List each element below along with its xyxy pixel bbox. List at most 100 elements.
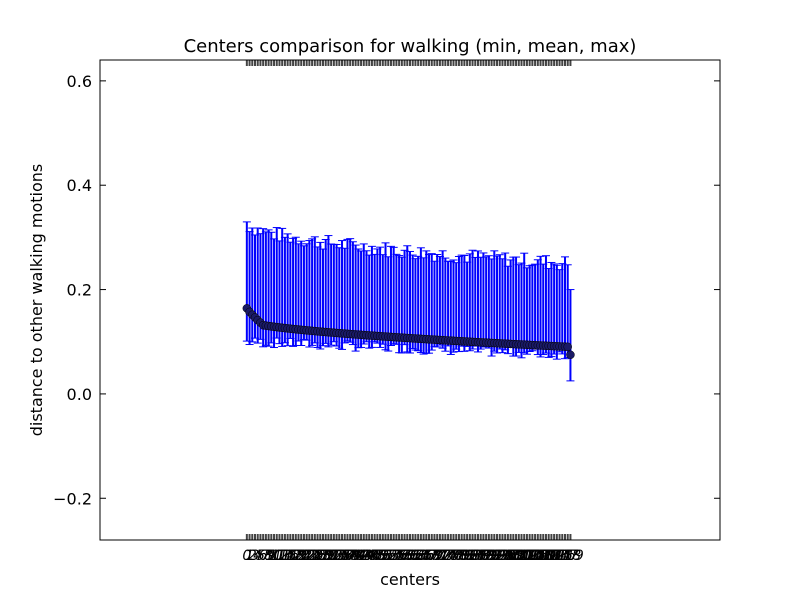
x-tick-label: 97 [502, 548, 520, 564]
x-tick-label: 115 [546, 548, 573, 564]
x-tick-label: 100 [505, 548, 532, 564]
x-tick-label: 119 [557, 548, 584, 564]
x-tick-label: 84 [466, 548, 484, 564]
data-marks [242, 221, 575, 382]
chart-title: Centers comparison for walking (min, mea… [184, 36, 637, 57]
x-tick-label: 63 [409, 548, 427, 564]
x-tick-label: 45 [360, 548, 378, 564]
x-tick-label: 10 [265, 548, 283, 564]
x-tick-label: 81 [458, 548, 476, 564]
x-tick-label: 26 [309, 548, 327, 564]
x-tick-label: 85 [469, 548, 487, 564]
x-tick-label: 49 [371, 548, 389, 564]
x-tick-label: 54 [385, 548, 403, 564]
x-tick-label: 74 [439, 548, 457, 564]
x-tick-label: 104 [516, 548, 543, 564]
x-tick-label: 107 [524, 548, 551, 564]
x-tick-label: 71 [431, 548, 449, 564]
x-tick-label: 60 [401, 548, 419, 564]
x-tick-label: 44 [358, 548, 376, 564]
x-tick-label: 33 [328, 548, 346, 564]
x-tick-label: 117 [552, 548, 579, 564]
x-tick-label: 17 [284, 548, 302, 564]
x-tick-label: 88 [477, 548, 495, 564]
x-tick-label: 55 [387, 548, 405, 564]
x-tick-label: 13 [273, 548, 291, 564]
x-tick-label: 5 [256, 548, 265, 564]
x-tick-label: 112 [538, 548, 565, 564]
x-tick-label: 86 [472, 548, 490, 564]
y-tick-label: 0.2 [67, 281, 92, 300]
x-tick-label: 31 [322, 548, 340, 564]
x-tick-label: 78 [450, 548, 468, 564]
x-tick-label: 24 [303, 548, 321, 564]
x-tick-label: 37 [339, 548, 357, 564]
x-tick-label: 43 [355, 548, 373, 564]
x-tick-label: 36 [336, 548, 354, 564]
x-tick-label: 62 [407, 548, 425, 564]
x-tick-label: 116 [549, 548, 576, 564]
y-tick-label: 0.0 [67, 385, 92, 404]
x-tick-label: 102 [511, 548, 538, 564]
x-tick-label: 52 [379, 548, 397, 564]
x-tick-label: 87 [475, 548, 493, 564]
x-tick-label: 51 [377, 548, 395, 564]
y-tick-label: 0.6 [67, 72, 92, 91]
x-tick-label: 32 [325, 548, 343, 564]
x-tick-label: 65 [415, 548, 433, 564]
x-tick-label: 16 [281, 548, 299, 564]
x-tick-label: 72 [434, 548, 452, 564]
x-tick-label: 53 [382, 548, 400, 564]
x-tick-label: 92 [488, 548, 506, 564]
x-tick-label: 46 [363, 548, 381, 564]
x-tick-label: 39 [344, 548, 362, 564]
x-tick-label: 8 [264, 548, 273, 564]
x-tick-label: 3 [251, 548, 260, 564]
mean-point [563, 342, 572, 352]
x-tick-label: 82 [461, 548, 479, 564]
x-tick-label: 99 [507, 548, 525, 564]
x-tick-label: 76 [445, 548, 463, 564]
x-tick-label: 64 [412, 548, 430, 564]
x-tick-label: 0 [242, 548, 251, 564]
x-tick-label: 110 [533, 548, 560, 564]
x-tick-label: 69 [426, 548, 444, 564]
x-tick-label: 111 [535, 548, 562, 564]
x-tick-label: 106 [522, 548, 549, 564]
x-tick-label: 90 [483, 548, 501, 564]
x-tick-label: 6 [259, 548, 268, 564]
y-axis-label: distance to other walking motions [27, 164, 46, 437]
x-tick-label: 2 [248, 548, 257, 564]
plot-frame [99, 59, 721, 541]
x-tick-label: 98 [504, 548, 522, 564]
x-tick-label: 59 [398, 548, 416, 564]
x-tick-label: 73 [436, 548, 454, 564]
x-tick-label: 38 [341, 548, 359, 564]
x-tick-label: 80 [455, 548, 473, 564]
x-tick-label: 66 [417, 548, 435, 564]
x-tick-label: 47 [366, 548, 384, 564]
x-tick-label: 4 [253, 548, 262, 564]
x-tick-label: 7 [261, 548, 270, 564]
x-tick-label: 34 [330, 548, 348, 564]
x-tick-label: 29 [317, 548, 335, 564]
x-tick-label: 28 [314, 548, 332, 564]
x-tick-label: 40 [347, 548, 365, 564]
x-tick-label: 93 [491, 548, 509, 564]
x-tick-label: 103 [514, 548, 541, 564]
x-tick-label: 27 [311, 548, 329, 564]
x-tick-label: 42 [352, 548, 370, 564]
x-tick-label: 57 [393, 548, 411, 564]
x-tick-label: 94 [494, 548, 512, 564]
x-tick-label: 91 [485, 548, 503, 564]
y-tick-label: 0.4 [67, 176, 92, 195]
x-tick-label: 1 [245, 548, 254, 564]
x-tick-label: 18 [287, 548, 305, 564]
x-tick-label: 35 [333, 548, 351, 564]
x-tick-label: 118 [554, 548, 581, 564]
y-tick-label: −0.2 [53, 489, 92, 508]
x-tick-label: 58 [396, 548, 414, 564]
x-tick-label: 15 [279, 548, 297, 564]
x-tick-label: 83 [464, 548, 482, 564]
